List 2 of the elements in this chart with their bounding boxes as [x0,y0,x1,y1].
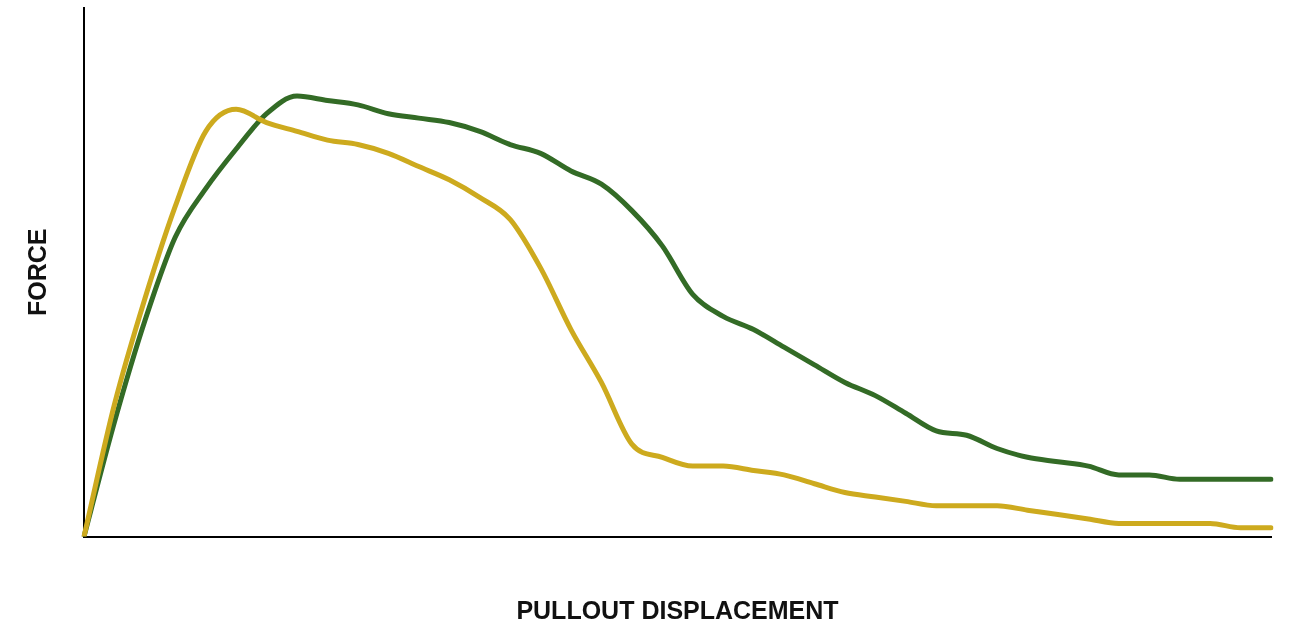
y-axis-title: FORCE [22,228,51,317]
x-axis-title: PULLOUT DISPLACEMENT [516,595,839,624]
